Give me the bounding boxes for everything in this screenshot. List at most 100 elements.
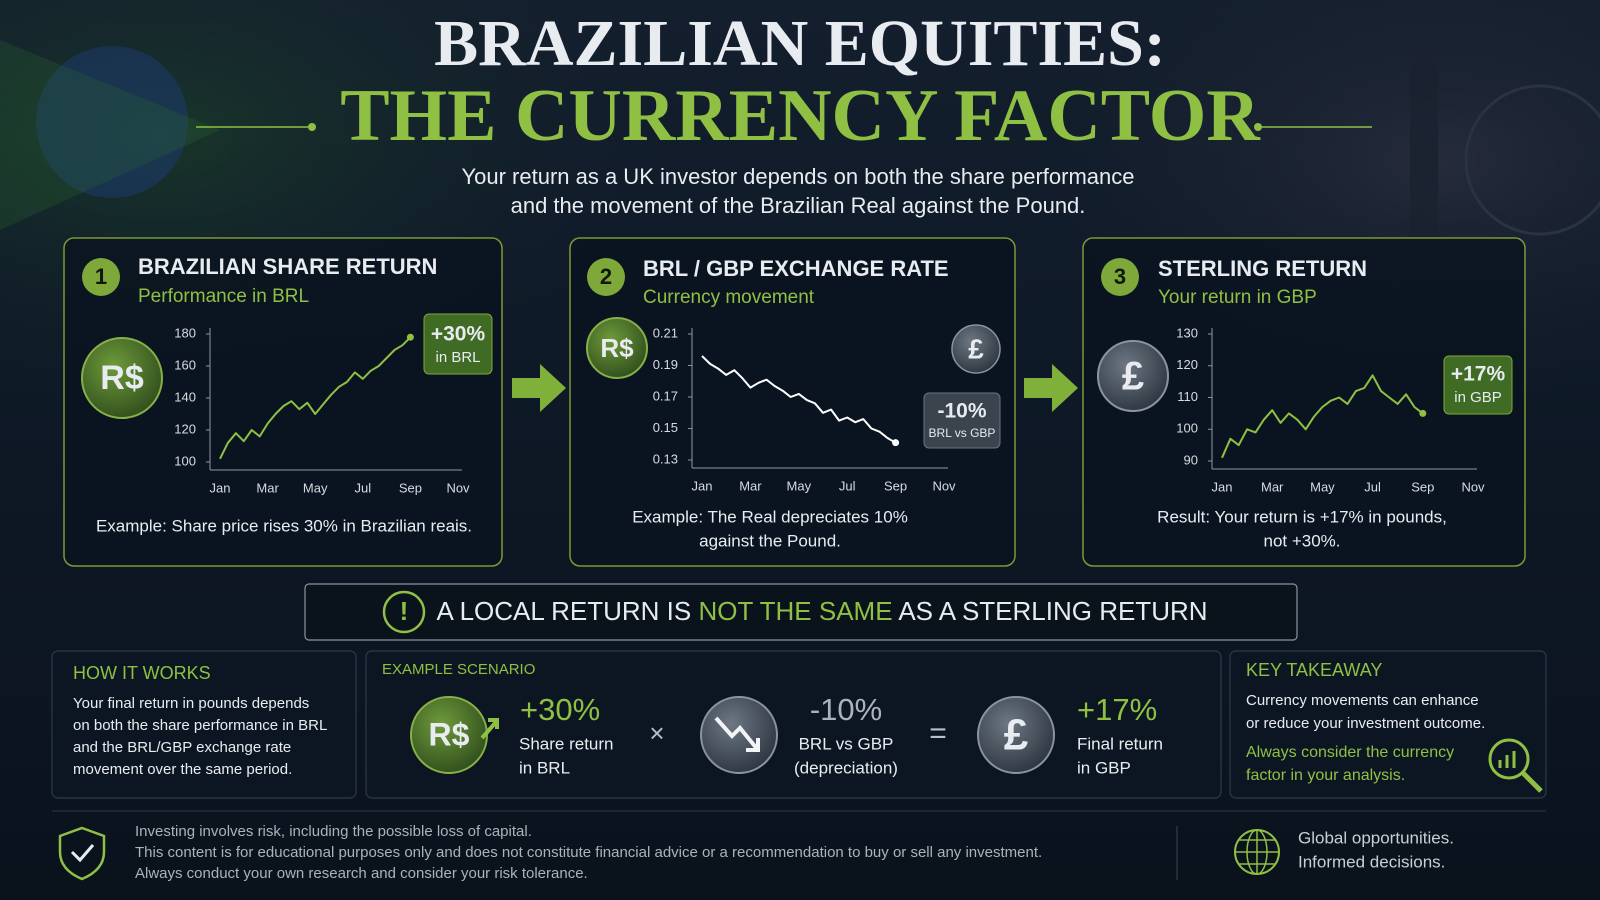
x-tick-label: Mar (256, 480, 279, 495)
panel-title: BRL / GBP EXCHANGE RATE (643, 256, 949, 281)
globe-lines (1235, 830, 1279, 874)
operator: = (929, 717, 947, 750)
step-badge (82, 258, 120, 296)
panel-subtitle: Currency movement (643, 287, 815, 308)
panel-caption: Example: Share price rises 30% in Brazil… (96, 516, 472, 535)
subtitle: and the movement of the Brazilian Real a… (511, 193, 1086, 218)
currency-icon (81, 337, 163, 419)
box-text: or reduce your investment outcome. (1246, 715, 1485, 732)
down-arrow (714, 716, 760, 752)
annotation-badge (923, 392, 1001, 449)
scenario-value: -10% (810, 692, 882, 727)
box-highlight: Always consider the currency (1246, 744, 1454, 761)
x-tick-label: Jan (210, 480, 231, 495)
currency-symbol: £ (968, 333, 984, 364)
annotation-value: +17% (1451, 363, 1506, 386)
y-tick-label: 180 (174, 325, 196, 340)
x-tick-label: Nov (446, 480, 470, 495)
disclaimer: Always conduct your own research and con… (135, 865, 588, 882)
x-tick-label: May (303, 480, 328, 495)
panel (63, 237, 503, 567)
alert-symbol: ! (400, 596, 409, 626)
magnifier-handle (1521, 771, 1543, 793)
y-tick-label: 100 (1176, 421, 1198, 436)
wheel-silhouette (1464, 84, 1600, 236)
box-text: Your final return in pounds depends (73, 695, 309, 712)
panel-caption: Example: The Real depreciates 10% (632, 507, 908, 526)
panel-title: BRAZILIAN SHARE RETURN (138, 254, 437, 279)
y-tick-label: 140 (174, 389, 196, 404)
scenario-text: Share return (519, 734, 614, 753)
x-tick-label: Jan (1212, 479, 1233, 494)
y-tick-label: 0.15 (653, 420, 678, 435)
y-tick-label: 0.17 (653, 388, 678, 403)
banner (304, 583, 1298, 641)
x-tick-label: May (787, 478, 812, 493)
decline-icon (700, 696, 778, 774)
y-tick-label: 0.21 (653, 325, 678, 340)
banner-highlight: NOT THE SAME (698, 596, 892, 626)
x-tick-label: Mar (1261, 479, 1284, 494)
box-text: Currency movements can enhance (1246, 692, 1479, 709)
x-tick-label: Jan (692, 478, 713, 493)
title-dot (308, 123, 316, 131)
title: BRAZILIAN EQUITIES: (434, 7, 1166, 80)
panel-title: STERLING RETURN (1158, 256, 1367, 281)
flow-arrow (1024, 364, 1078, 412)
up-arrow (480, 718, 499, 740)
annotation-label: BRL vs GBP (929, 426, 996, 440)
currency-symbol: £ (1004, 711, 1029, 760)
x-tick-label: Jul (839, 478, 856, 493)
info-box (1229, 650, 1547, 799)
y-tick-label: 0.13 (653, 451, 678, 466)
scenario-text: (depreciation) (794, 758, 898, 777)
shield-check (70, 844, 95, 863)
end-point (892, 439, 900, 447)
flow-arrow (512, 364, 566, 412)
subtitle: Your return as a UK investor depends on … (461, 164, 1134, 189)
x-tick-label: Nov (932, 478, 956, 493)
box-text: and the BRL/GBP exchange rate (73, 739, 291, 756)
banner-part: AS A STERLING RETURN (893, 596, 1208, 626)
title-highlight: THE CURRENCY FACTOR (340, 75, 1261, 157)
x-tick-label: Sep (884, 478, 907, 493)
panel-caption: against the Pound. (699, 531, 841, 550)
y-tick-label: 120 (174, 421, 196, 436)
annotation-badge (423, 313, 493, 375)
x-tick-label: Sep (1411, 479, 1434, 494)
operator: × (649, 718, 664, 748)
currency-symbol: £ (1122, 355, 1144, 399)
x-tick-label: Jul (354, 480, 371, 495)
annotation-label: in GBP (1454, 389, 1502, 406)
scenario-text: in GBP (1077, 758, 1131, 777)
currency-symbol: R$ (100, 359, 144, 397)
currency-icon (586, 317, 648, 379)
box-text: on both the share performance in BRL (73, 717, 327, 734)
tower-silhouette (1410, 42, 1438, 240)
annotation-badge (1443, 355, 1513, 415)
magnifier-icon (1488, 738, 1530, 780)
step-number: 1 (95, 264, 107, 289)
data-line (219, 336, 412, 460)
step-badge (1101, 258, 1139, 296)
step-number: 2 (600, 264, 612, 289)
step-badge (587, 258, 625, 296)
annotation-label: in BRL (435, 349, 480, 366)
title-dot (1254, 123, 1262, 131)
disclaimer: This content is for educational purposes… (135, 844, 1042, 861)
x-tick-label: Mar (739, 478, 762, 493)
shield-icon (58, 826, 106, 881)
scenario-text: Final return (1077, 734, 1163, 753)
y-tick-label: 90 (1184, 452, 1198, 467)
box-title: KEY TAKEAWAY (1246, 660, 1382, 680)
alert-icon (382, 590, 426, 634)
y-tick-label: 0.19 (653, 357, 678, 372)
box-highlight: factor in your analysis. (1246, 767, 1405, 784)
data-line (701, 355, 897, 444)
y-tick-label: 120 (1176, 357, 1198, 372)
data-line (1221, 374, 1424, 459)
panel-caption: not +30%. (1263, 531, 1340, 550)
currency-symbol: R$ (600, 333, 634, 363)
